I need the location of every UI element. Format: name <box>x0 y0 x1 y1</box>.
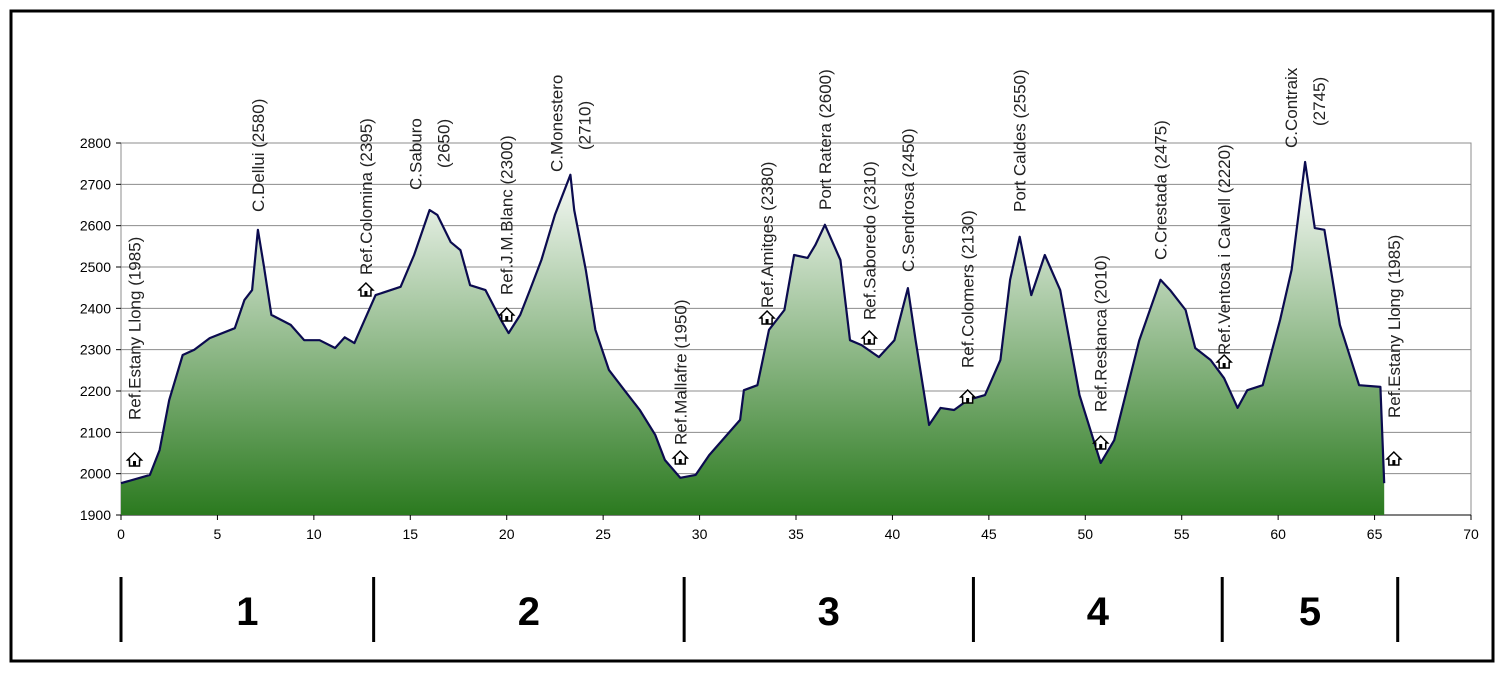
hut-door <box>505 316 509 321</box>
hut-door <box>364 291 368 296</box>
x-tick-label: 50 <box>1077 526 1093 542</box>
annotation-label: C.Contraix <box>1282 67 1301 148</box>
annotation-label: Ref.Estany Llong (1985) <box>126 237 145 420</box>
annotation-label: C.Sendrosa (2450) <box>899 128 918 272</box>
y-tick-label: 2400 <box>80 300 111 316</box>
hut-icon <box>125 451 144 467</box>
hut-door <box>867 339 871 344</box>
annotation-label: Port Ratera (2600) <box>816 69 835 210</box>
profile-area <box>121 162 1385 515</box>
hut-door <box>678 459 682 464</box>
y-tick-label: 2500 <box>80 259 111 275</box>
hut-door <box>1099 444 1103 449</box>
stage-number: 4 <box>1087 590 1110 634</box>
annotation-label: C.Monestero <box>547 75 566 172</box>
annotation-label: Ref.Restanca (2010) <box>1092 255 1111 412</box>
hut-shape <box>357 281 375 297</box>
hut-icon <box>958 388 977 404</box>
x-tick-label: 30 <box>692 526 708 542</box>
y-tick-label: 2200 <box>80 383 111 399</box>
hut-icon <box>1385 450 1403 466</box>
hut-shape <box>1091 434 1110 450</box>
annotation-label: Ref.Colomina (2395) <box>357 118 376 275</box>
hut-icon <box>860 329 879 345</box>
x-tick-label: 15 <box>402 526 418 542</box>
y-tick-label: 2700 <box>80 176 111 192</box>
hut-shape <box>125 451 144 467</box>
hut-door <box>1392 460 1396 465</box>
y-tick-label: 2100 <box>80 424 111 440</box>
hut-icon <box>357 281 375 297</box>
x-tick-label: 55 <box>1174 526 1190 542</box>
stage-number: 1 <box>236 590 258 634</box>
hut-icon <box>497 306 516 322</box>
hut-door <box>1222 363 1226 368</box>
annotation-label: Ref.Mallafre (1950) <box>671 299 690 445</box>
hut-door <box>765 319 769 324</box>
y-tick-label: 2600 <box>80 218 111 234</box>
stage-number: 2 <box>518 590 540 634</box>
annotation-label: Ref.Ventosa i Calvell (2220) <box>1215 144 1234 355</box>
y-tick-label: 2300 <box>80 342 111 358</box>
annotation-label-elevation: (2650) <box>435 119 454 168</box>
annotation-label: C.Dellui (2580) <box>249 99 268 212</box>
x-tick-label: 65 <box>1367 526 1383 542</box>
annotation-label: C.Saburo <box>407 118 426 190</box>
hut-shape <box>1385 450 1403 466</box>
hut-shape <box>860 329 879 345</box>
annotation-label-elevation: (2745) <box>1310 77 1329 126</box>
hut-icon <box>671 449 690 465</box>
x-tick-label: 45 <box>981 526 997 542</box>
stage-number: 5 <box>1299 590 1321 634</box>
x-tick-label: 25 <box>595 526 611 542</box>
hut-icon <box>1091 434 1110 450</box>
annotation-label: Ref.Amitges (2380) <box>758 162 777 308</box>
x-tick-label: 0 <box>117 526 125 542</box>
y-tick-label: 2000 <box>80 466 111 482</box>
annotations: Ref.Estany Llong (1985) C.Dellui (2580) Re… <box>125 67 1404 467</box>
annotation-label: Ref.Colomers (2130) <box>959 210 978 368</box>
stage-number: 3 <box>818 590 840 634</box>
hut-shape <box>958 388 977 404</box>
annotation-label: C.Crestada (2475) <box>1152 120 1171 260</box>
profile-series <box>120 160 1386 515</box>
hut-door <box>966 398 970 403</box>
hut-shape <box>758 309 776 325</box>
hut-shape <box>671 449 690 465</box>
annotation-label: Ref.Estany Llong (1985) <box>1385 235 1404 418</box>
stages: 1 2 3 4 5 <box>119 577 1400 642</box>
x-tick-label: 35 <box>788 526 804 542</box>
annotation-label: Ref.J.M.Blanc (2300) <box>498 135 517 295</box>
hut-shape <box>497 306 516 322</box>
x-tick-label: 60 <box>1270 526 1286 542</box>
hut-shape <box>1215 353 1233 369</box>
annotation-label-elevation: (2710) <box>575 101 594 150</box>
x-tick-label: 5 <box>214 526 222 542</box>
hut-door <box>133 461 136 466</box>
annotation-label: Port Caldes (2550) <box>1011 69 1030 212</box>
x-tick-label: 20 <box>499 526 515 542</box>
profile-line <box>120 160 1386 485</box>
x-tick-label: 40 <box>885 526 901 542</box>
annotation-label: Ref.Saboredo (2310) <box>860 161 879 320</box>
y-tick-label: 2800 <box>80 135 111 151</box>
y-tick-label: 1900 <box>80 507 111 523</box>
x-tick-label: 70 <box>1463 526 1479 542</box>
hut-icon <box>1215 353 1233 369</box>
y-axis-ticks: 1900 2000 2100 2200 2300 2400 2500 2600 2700 2800 <box>80 135 121 523</box>
x-tick-label: 10 <box>306 526 322 542</box>
hut-icon <box>758 309 776 325</box>
